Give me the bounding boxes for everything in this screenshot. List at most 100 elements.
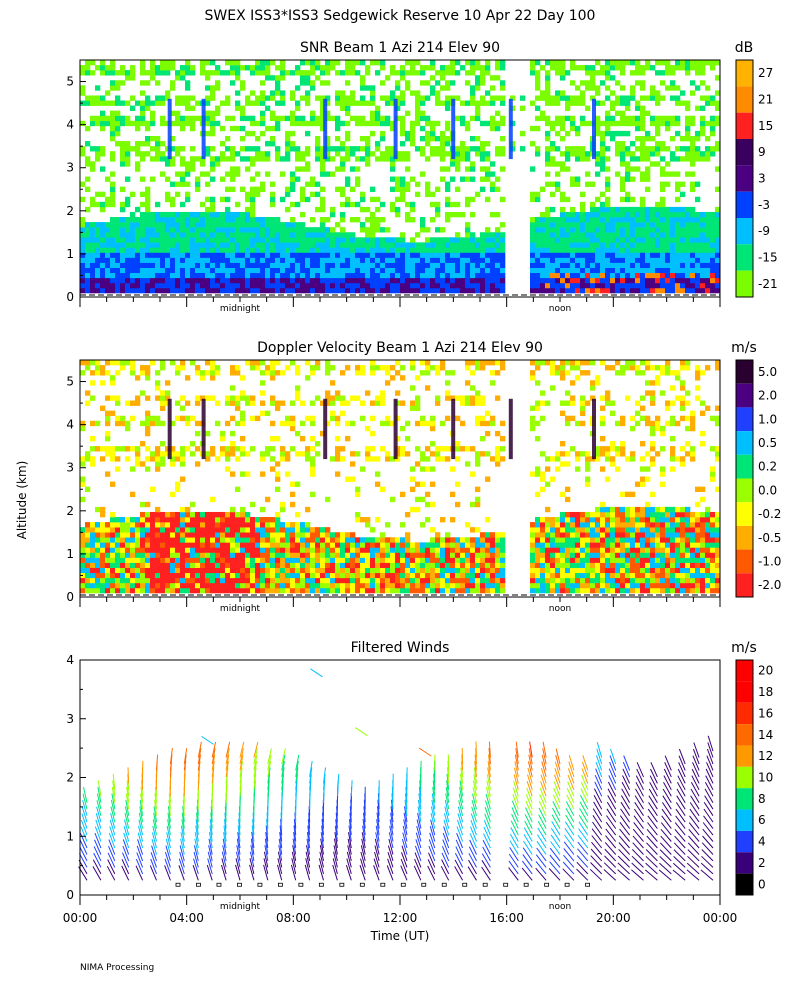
heatmap-cell xyxy=(675,277,681,284)
heatmap-cell xyxy=(370,252,376,258)
heatmap-cell xyxy=(270,141,276,147)
heatmap-cell xyxy=(340,456,346,462)
heatmap-cell xyxy=(485,196,491,203)
heatmap-cell xyxy=(615,95,621,101)
heatmap-cell xyxy=(335,125,341,132)
heatmap-cell xyxy=(170,360,176,366)
heatmap-cell xyxy=(555,100,561,106)
heatmap-cell xyxy=(705,211,711,218)
heatmap-cell xyxy=(415,115,421,122)
heatmap-cell xyxy=(370,577,376,584)
heatmap-cell xyxy=(345,257,351,263)
heatmap-cell xyxy=(690,272,696,279)
heatmap-cell xyxy=(665,171,671,177)
heatmap-cell xyxy=(310,80,316,86)
heatmap-cell xyxy=(465,267,471,274)
heatmap-cell xyxy=(150,562,156,568)
heatmap-cell xyxy=(605,75,611,81)
heatmap-cell xyxy=(575,282,581,289)
heatmap-cell xyxy=(375,582,381,589)
heatmap-cell xyxy=(675,85,681,91)
heatmap-cell xyxy=(320,70,326,76)
heatmap-cell xyxy=(560,287,566,294)
heatmap-cell xyxy=(325,390,331,396)
heatmap-cell xyxy=(395,572,401,579)
heatmap-cell xyxy=(135,456,141,462)
heatmap-cell xyxy=(535,151,541,157)
heatmap-cell xyxy=(535,105,541,111)
heatmap-cell xyxy=(290,577,296,584)
heatmap-cell xyxy=(490,75,496,81)
heatmap-cell xyxy=(530,272,536,279)
heatmap-cell xyxy=(545,222,551,228)
heatmap-cell xyxy=(130,120,136,127)
heatmap-cell xyxy=(95,151,101,157)
heatmap-cell xyxy=(155,277,161,284)
heatmap-cell xyxy=(660,141,666,147)
heatmap-cell xyxy=(350,186,356,192)
heatmap-cell xyxy=(290,146,296,152)
heatmap-cell xyxy=(115,85,121,91)
heatmap-cell xyxy=(140,247,146,253)
heatmap-cell xyxy=(115,120,121,127)
heatmap-cell xyxy=(445,105,451,111)
heatmap-cell xyxy=(160,227,166,233)
heatmap-cell xyxy=(175,370,181,376)
heatmap-cell xyxy=(390,577,396,584)
heatmap-cell xyxy=(340,562,346,568)
heatmap-cell xyxy=(295,390,301,396)
colorbar-label: 3 xyxy=(758,172,766,186)
heatmap-cell xyxy=(220,451,226,457)
heatmap-cell xyxy=(440,282,446,289)
heatmap-cell xyxy=(685,156,691,162)
heatmap-cell xyxy=(240,532,246,538)
heatmap-cell xyxy=(675,156,681,162)
heatmap-cell xyxy=(305,262,311,268)
heatmap-cell xyxy=(575,211,581,218)
heatmap-cell xyxy=(190,287,196,294)
heatmap-cell xyxy=(275,537,281,543)
heatmap-cell xyxy=(305,287,311,294)
heatmap-cell xyxy=(240,232,246,238)
heatmap-cell xyxy=(705,146,711,152)
heatmap-cell xyxy=(215,365,221,371)
heatmap-cell xyxy=(355,511,361,518)
heatmap-cell xyxy=(225,135,231,142)
heatmap-cell xyxy=(290,282,296,289)
heatmap-cell xyxy=(260,517,266,523)
heatmap-cell xyxy=(615,141,621,147)
heatmap-cell xyxy=(625,232,631,238)
heatmap-cell xyxy=(560,277,566,284)
heatmap-cell xyxy=(540,115,546,122)
heatmap-cell xyxy=(175,267,181,274)
heatmap-cell xyxy=(120,542,126,548)
heatmap-cell xyxy=(240,110,246,117)
heatmap-cell xyxy=(535,247,541,253)
heatmap-cell xyxy=(275,522,281,528)
heatmap-cell xyxy=(140,522,146,528)
heatmap-cell xyxy=(405,547,411,553)
heatmap-cell xyxy=(660,186,666,192)
heatmap-cell xyxy=(305,446,311,452)
heatmap-cell xyxy=(255,156,261,162)
heatmap-cell xyxy=(325,400,331,406)
heatmap-cell xyxy=(135,582,141,589)
heatmap-cell xyxy=(715,211,721,218)
heatmap-cell xyxy=(185,446,191,452)
heatmap-cell xyxy=(230,542,236,548)
heatmap-cell xyxy=(95,227,101,233)
heatmap-cell xyxy=(320,562,326,568)
heatmap-cell xyxy=(360,257,366,263)
heatmap-cell xyxy=(440,227,446,233)
heatmap-cell xyxy=(190,501,196,508)
heatmap-cell xyxy=(215,542,221,548)
heatmap-cell xyxy=(435,211,441,218)
heatmap-cell xyxy=(350,201,356,208)
heatmap-cell xyxy=(280,247,286,253)
heatmap-cell xyxy=(295,227,301,233)
heatmap-cell xyxy=(530,282,536,289)
heatmap-cell xyxy=(435,277,441,284)
heatmap-cell xyxy=(270,395,276,401)
heatmap-cell xyxy=(390,90,396,96)
heatmap-cell xyxy=(460,100,466,106)
